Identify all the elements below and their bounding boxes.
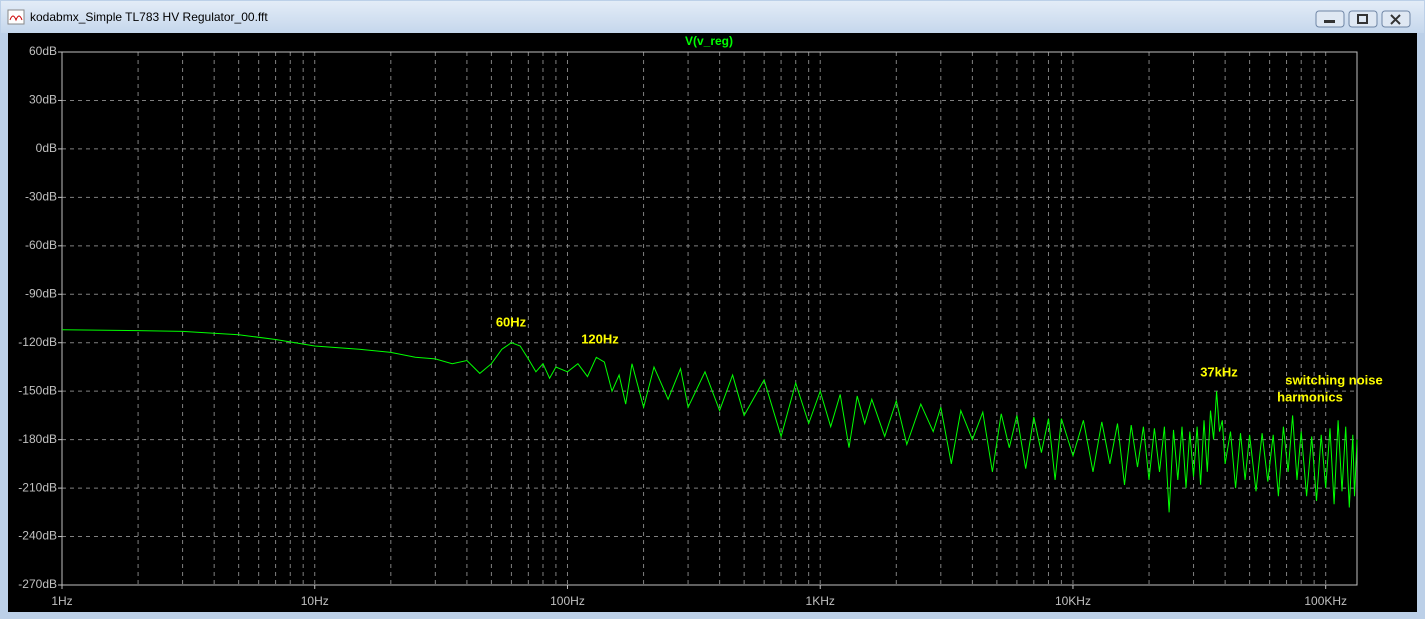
trace — [61, 329, 1358, 513]
x-tick-label: 1Hz — [51, 594, 72, 608]
annotation: 37kHz — [1200, 364, 1238, 379]
y-tick-label: -150dB — [18, 383, 57, 397]
plot-pane — [8, 33, 1417, 612]
x-tick-label: 1KHz — [806, 594, 835, 608]
x-tick-label: 100KHz — [1304, 594, 1347, 608]
annotation: 60Hz — [496, 314, 527, 329]
y-tick-label: 60dB — [29, 44, 57, 58]
y-tick-label: -240dB — [18, 529, 57, 543]
y-tick-label: -90dB — [25, 286, 57, 300]
y-tick-label: -210dB — [18, 480, 57, 494]
restore-icon — [1357, 14, 1368, 24]
app-icon-wave — [9, 15, 23, 22]
plot-frame — [61, 51, 1358, 586]
x-tick-label: 10KHz — [1055, 594, 1091, 608]
y-tick-label: -60dB — [25, 238, 57, 252]
y-tick-label: 0dB — [36, 141, 57, 155]
annotation: 120Hz — [581, 331, 619, 346]
y-tick-label: -30dB — [25, 190, 57, 204]
restore-button[interactable] — [1348, 10, 1378, 28]
close-icon — [1390, 14, 1401, 25]
y-tick-label: -120dB — [18, 335, 57, 349]
x-tick-label: 100Hz — [550, 594, 585, 608]
annotation: harmonics — [1277, 389, 1343, 404]
plot-area: 60dB 30dB 0dB -30dB -60dB -90dB -120dB -150dB -1… — [18, 44, 1382, 608]
minimize-button[interactable] — [1315, 10, 1345, 28]
app-icon — [7, 9, 25, 25]
y-tick-label: -180dB — [18, 432, 57, 446]
title-bar — [1, 1, 1424, 33]
minimize-icon — [1324, 20, 1335, 23]
x-tick-label: 10Hz — [301, 594, 329, 608]
annotation: switching noise — [1285, 372, 1383, 387]
y-tick-label: -270dB — [18, 577, 57, 591]
y-tick-label: 30dB — [29, 93, 57, 107]
trace-title: V(v_reg) — [685, 34, 733, 48]
window-title: kodabmx_Simple TL783 HV Regulator_00.fft — [30, 10, 268, 24]
